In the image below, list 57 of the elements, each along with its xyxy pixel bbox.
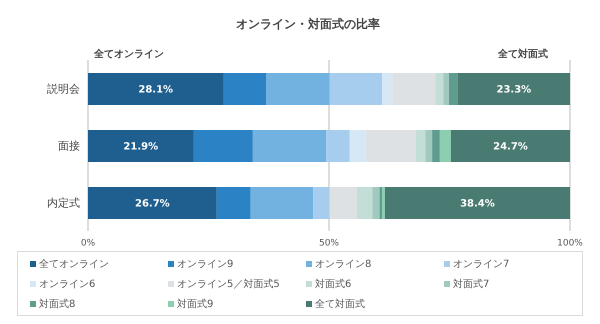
bar (458, 73, 570, 105)
legend-label: オンライン6 (39, 278, 96, 290)
bar (223, 73, 266, 105)
data-label: 21.9% (123, 142, 158, 152)
bar (449, 73, 458, 105)
bar (440, 130, 451, 162)
x-tick-label: 50% (318, 238, 340, 248)
bar (382, 73, 392, 105)
legend-label: 対面式8 (39, 298, 76, 310)
legend-label: オンライン8 (315, 258, 372, 270)
data-label: 38.4% (460, 198, 495, 210)
bar (366, 130, 416, 162)
annotation: 全て対面式 (498, 47, 548, 61)
data-label: 26.7% (134, 198, 170, 210)
bar (356, 187, 372, 219)
bar (384, 187, 570, 219)
bar (88, 187, 217, 219)
legend-label: 対面式7 (453, 278, 490, 290)
legend-label: 全てオンライン (39, 258, 109, 270)
bar (432, 130, 440, 162)
bar (194, 130, 253, 162)
bar (326, 130, 350, 162)
bar (88, 73, 224, 105)
bar (380, 187, 382, 219)
bar (329, 187, 357, 219)
y-tick-label: 説明会 (47, 82, 80, 96)
bar (392, 73, 436, 105)
bar (372, 187, 380, 219)
bar (425, 130, 432, 162)
bar (216, 187, 250, 219)
bar (450, 130, 570, 162)
data-label: 23.3% (496, 84, 532, 96)
legend-label: 全て対面式 (315, 298, 365, 310)
bar (313, 187, 330, 219)
legend-label: オンライン9 (177, 258, 234, 270)
annotation: 全てオンライン (94, 48, 164, 61)
bar (350, 130, 366, 162)
bar (88, 130, 194, 162)
legend-label: オンライン5／対面式5 (177, 278, 280, 290)
legend-label: 対面式6 (315, 278, 352, 290)
data-label: 24.7% (493, 142, 528, 152)
data-label: 28.1% (138, 84, 174, 96)
bar (443, 73, 450, 105)
bar (436, 73, 444, 105)
y-tick-label: 面接 (58, 139, 80, 152)
x-tick-label: 100% (557, 238, 584, 248)
y-tick-label: 内定式 (47, 196, 80, 210)
bar (252, 130, 326, 162)
bar (329, 73, 382, 105)
bar (382, 187, 385, 219)
legend-label: 対面式9 (177, 298, 214, 310)
chart-title: オンライン・対面式の比率 (235, 16, 381, 33)
bar (250, 187, 314, 219)
bar (416, 130, 426, 162)
bar (266, 73, 330, 105)
x-tick-label: 0% (80, 238, 96, 248)
legend-label: オンライン7 (453, 258, 510, 270)
